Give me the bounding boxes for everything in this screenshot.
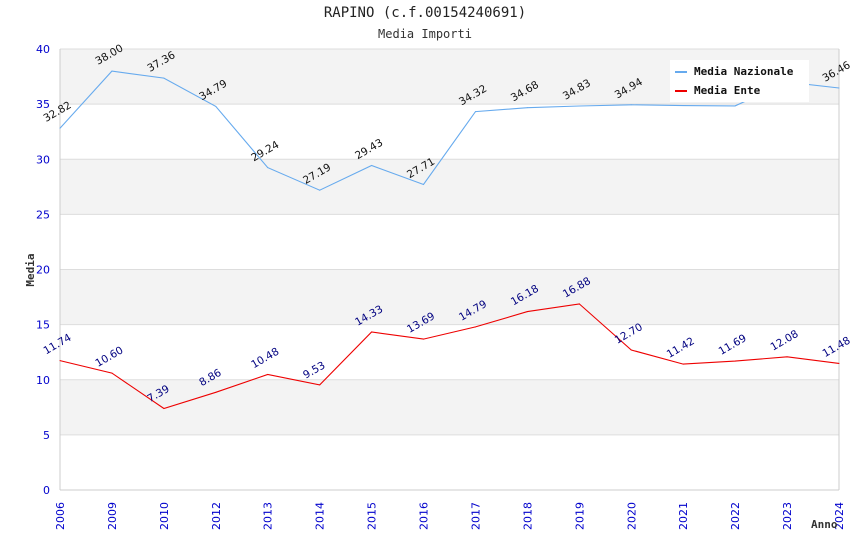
data-point	[682, 363, 684, 365]
x-tick-label: 2022	[729, 502, 742, 530]
data-point	[423, 338, 425, 340]
x-tick-label: 2019	[573, 502, 586, 530]
data-label: 11.69	[717, 332, 749, 357]
data-point	[371, 165, 373, 167]
y-tick-label: 10	[36, 374, 50, 387]
chart-title: RAPINO (c.f.00154240691)	[323, 5, 527, 21]
x-tick-labels: 2006 2009 2010 2012 2013 2014 2015 2016 2017 2018…	[54, 502, 846, 530]
legend-label-media-ente: Media Ente	[694, 84, 761, 97]
x-tick-label: 2010	[158, 502, 171, 530]
y-tick-label: 0	[43, 484, 50, 497]
grid-lines	[60, 48, 839, 491]
x-tick-label: 2012	[210, 502, 223, 530]
data-point	[682, 105, 684, 107]
data-point	[526, 107, 528, 109]
y-tick-labels: 0 5 10 15 20 25 30 35 40	[36, 43, 50, 497]
x-tick-label: 2018	[521, 502, 534, 530]
series-line-media-ente	[59, 303, 840, 410]
data-point	[474, 326, 476, 328]
x-tick-label: 2016	[418, 502, 431, 530]
data-point	[163, 408, 165, 410]
data-point	[215, 105, 217, 107]
data-point	[59, 360, 61, 362]
chart-subtitle: Media Importi	[378, 27, 472, 41]
y-tick-label: 30	[36, 153, 50, 166]
data-label: 12.08	[769, 328, 801, 353]
y-tick-label: 35	[36, 98, 50, 111]
data-point	[578, 105, 580, 107]
y-tick-label: 40	[36, 43, 50, 56]
y-tick-label: 20	[36, 264, 50, 277]
data-point	[526, 311, 528, 313]
grid-band	[60, 159, 839, 215]
legend-box	[670, 60, 809, 102]
data-label: 10.60	[93, 344, 125, 369]
y-tick-label: 5	[43, 429, 50, 442]
data-point	[111, 372, 113, 374]
data-label: 11.74	[42, 332, 74, 358]
x-tick-label: 2017	[469, 502, 482, 530]
data-label: 10.48	[249, 346, 281, 371]
data-point	[838, 362, 840, 364]
data-label: 9.53	[301, 359, 327, 381]
data-point	[630, 349, 632, 351]
data-point	[319, 189, 321, 191]
data-point	[474, 111, 476, 113]
data-point	[371, 331, 373, 333]
data-point	[786, 356, 788, 358]
data-point	[838, 87, 840, 89]
data-point	[163, 77, 165, 79]
data-point	[423, 183, 425, 185]
data-point	[630, 104, 632, 106]
data-point	[578, 303, 580, 305]
data-label: 11.48	[821, 335, 850, 360]
data-label: 29.43	[353, 137, 385, 162]
series-lines	[59, 70, 840, 410]
data-point	[111, 70, 113, 72]
data-label: 11.42	[665, 335, 697, 360]
data-point	[59, 127, 61, 129]
x-tick-label: 2013	[262, 502, 275, 530]
data-point	[734, 105, 736, 107]
y-tick-label: 25	[36, 208, 50, 221]
x-axis-title: Anno	[811, 518, 838, 531]
y-tick-label: 15	[36, 319, 50, 332]
data-point	[267, 167, 269, 169]
x-tick-label: 2014	[314, 502, 327, 530]
x-tick-label: 2009	[106, 502, 119, 530]
data-point	[734, 360, 736, 362]
data-point	[267, 373, 269, 375]
x-tick-label: 2015	[366, 502, 379, 530]
series-line-media-nazionale	[59, 70, 840, 191]
data-point	[215, 391, 217, 393]
x-tick-label: 2021	[677, 502, 690, 530]
grid-band	[60, 269, 839, 325]
x-tick-label: 2020	[625, 502, 638, 530]
axes	[59, 49, 840, 491]
grid-band	[60, 379, 839, 435]
data-point	[319, 384, 321, 386]
x-tick-label: 2006	[54, 502, 67, 530]
legend: Media Nazionale Media Ente	[670, 60, 809, 102]
x-tick-label: 2024	[833, 502, 846, 530]
x-tick-label: 2023	[781, 502, 794, 530]
legend-label-media-nazionale: Media Nazionale	[694, 65, 794, 78]
y-axis-title: Media	[24, 253, 37, 286]
grid-bands	[60, 49, 839, 435]
